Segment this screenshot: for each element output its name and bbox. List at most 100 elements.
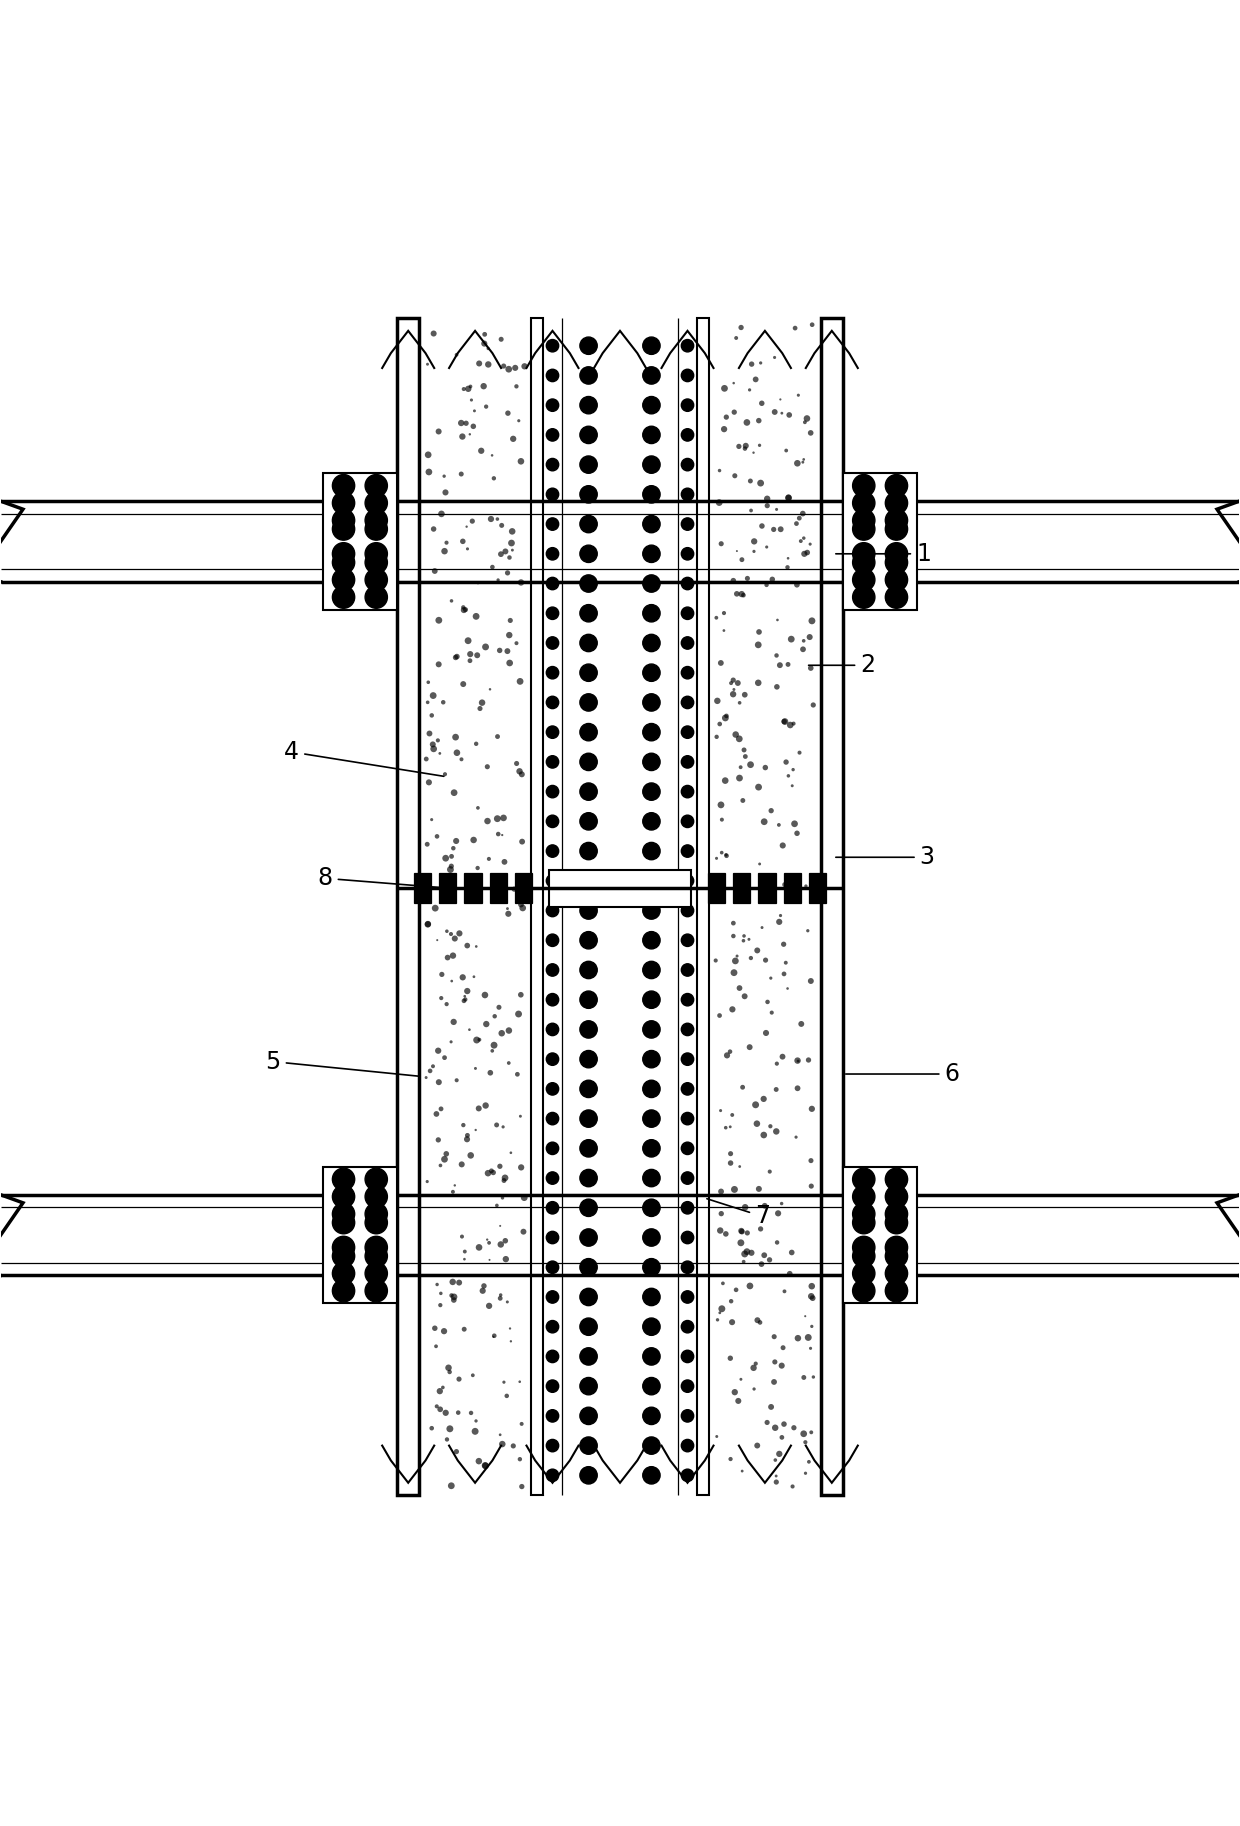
Point [466, 1116, 486, 1145]
Circle shape [580, 1200, 598, 1216]
Circle shape [885, 509, 908, 531]
Circle shape [642, 1200, 660, 1216]
Circle shape [642, 546, 660, 562]
Point [439, 1353, 459, 1382]
Circle shape [580, 1408, 598, 1424]
Point [738, 564, 758, 593]
Circle shape [642, 396, 660, 415]
Point [770, 650, 790, 679]
Point [800, 530, 820, 559]
Point [727, 537, 746, 566]
Point [786, 509, 806, 539]
Point [740, 1271, 760, 1300]
Point [802, 1311, 822, 1340]
Point [472, 1276, 492, 1306]
Point [469, 349, 489, 378]
Point [795, 1428, 815, 1457]
Circle shape [580, 1466, 598, 1485]
Point [491, 1231, 511, 1260]
Point [740, 376, 760, 405]
Point [712, 1200, 732, 1229]
Point [474, 1271, 494, 1300]
Point [725, 462, 745, 491]
Point [779, 650, 799, 679]
Circle shape [642, 813, 660, 831]
Point [441, 1028, 461, 1057]
Point [735, 679, 755, 708]
Point [733, 1072, 753, 1101]
Point [720, 1037, 740, 1066]
Point [501, 1138, 521, 1167]
Bar [531, 318, 543, 1495]
Circle shape [365, 586, 387, 608]
Bar [808, 873, 826, 904]
Circle shape [681, 1172, 693, 1185]
Circle shape [332, 1262, 355, 1284]
Circle shape [681, 1112, 693, 1125]
Point [732, 1216, 751, 1245]
Circle shape [853, 475, 875, 497]
Circle shape [580, 694, 598, 710]
Circle shape [853, 1169, 875, 1191]
Point [475, 320, 495, 349]
Circle shape [547, 875, 559, 887]
Bar [439, 873, 456, 904]
Point [429, 1068, 449, 1097]
Point [712, 530, 732, 559]
Point [497, 559, 517, 588]
Circle shape [365, 1185, 387, 1207]
Point [482, 553, 502, 582]
Point [435, 760, 455, 789]
Point [771, 515, 791, 544]
Point [749, 1174, 769, 1203]
Point [435, 478, 455, 508]
Point [429, 606, 449, 635]
Point [435, 844, 455, 873]
Circle shape [681, 1023, 693, 1035]
Point [430, 1291, 450, 1320]
Point [801, 1147, 821, 1176]
Circle shape [580, 783, 598, 800]
Point [766, 1050, 786, 1079]
Point [489, 566, 508, 595]
Point [465, 1054, 485, 1083]
Circle shape [580, 486, 598, 502]
Circle shape [642, 515, 660, 533]
Point [748, 668, 768, 698]
Point [765, 398, 785, 427]
Point [802, 1094, 822, 1123]
Circle shape [332, 491, 355, 515]
Point [432, 1278, 451, 1307]
Point [709, 456, 729, 486]
Point [755, 946, 775, 975]
Point [453, 526, 472, 555]
Point [496, 1227, 516, 1256]
Bar [549, 869, 691, 908]
Point [428, 1035, 448, 1065]
Point [425, 893, 445, 922]
Point [508, 405, 528, 435]
Point [490, 635, 510, 665]
Circle shape [681, 340, 693, 352]
Circle shape [853, 509, 875, 531]
Point [735, 982, 755, 1012]
Point [754, 1085, 774, 1114]
Circle shape [642, 960, 660, 979]
Circle shape [642, 1050, 660, 1068]
Circle shape [681, 785, 693, 798]
Point [454, 374, 474, 404]
Circle shape [885, 1211, 908, 1234]
Point [456, 511, 476, 540]
Point [513, 893, 533, 922]
Point [466, 1026, 486, 1055]
Point [729, 973, 749, 1002]
Circle shape [642, 842, 660, 860]
Point [507, 749, 527, 778]
Point [449, 918, 469, 948]
Point [476, 1090, 496, 1119]
Circle shape [332, 475, 355, 497]
Point [748, 1432, 768, 1461]
Circle shape [681, 1439, 693, 1452]
Point [500, 648, 520, 677]
Point [511, 447, 531, 477]
